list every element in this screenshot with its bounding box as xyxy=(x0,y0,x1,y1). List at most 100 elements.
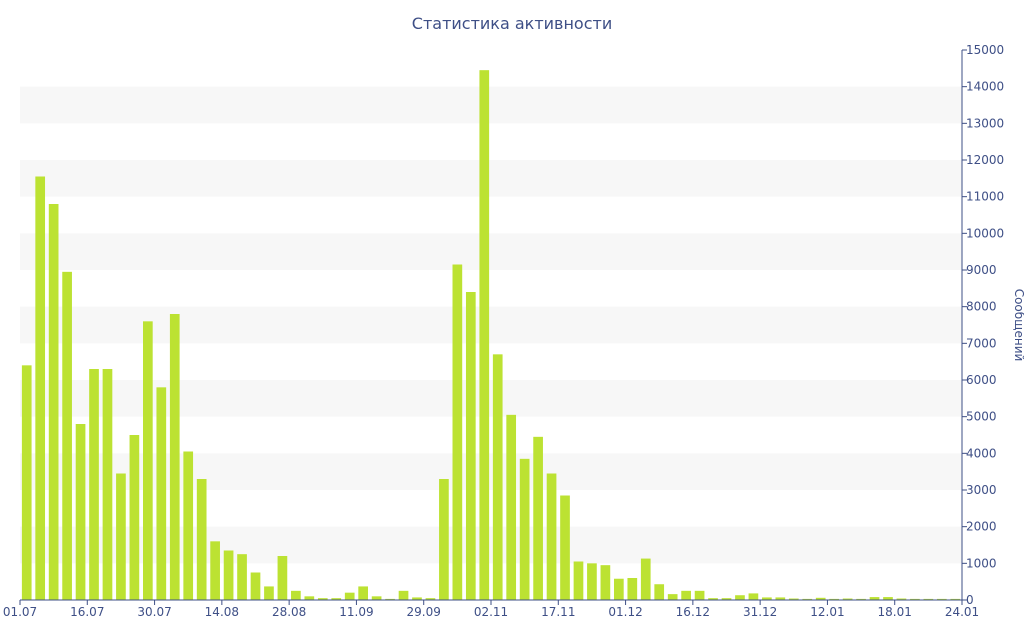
bar[interactable] xyxy=(681,590,691,600)
bar[interactable] xyxy=(506,414,517,600)
bar[interactable] xyxy=(802,598,813,600)
x-tick-label: 30.07 xyxy=(137,605,171,619)
bar[interactable] xyxy=(627,578,638,600)
bar[interactable] xyxy=(936,598,947,600)
bar[interactable] xyxy=(546,473,557,601)
bar[interactable] xyxy=(143,321,153,600)
y-tick-label: 14000 xyxy=(966,80,1004,94)
bar[interactable] xyxy=(169,314,180,600)
x-tick-label: 18.01 xyxy=(878,605,912,619)
x-tick-label: 11.09 xyxy=(339,605,373,619)
bar[interactable] xyxy=(344,592,355,600)
bar[interactable] xyxy=(708,598,718,600)
bar[interactable] xyxy=(600,565,611,600)
bar[interactable] xyxy=(237,554,247,600)
bar[interactable] xyxy=(560,495,570,601)
grid-band xyxy=(20,160,962,197)
bar[interactable] xyxy=(748,593,759,600)
y-tick-label: 2000 xyxy=(966,520,997,534)
y-tick-label: 4000 xyxy=(966,446,997,460)
y-tick-label: 9000 xyxy=(966,263,997,277)
bar-series xyxy=(21,70,961,601)
bar[interactable] xyxy=(815,597,826,600)
bar[interactable] xyxy=(667,594,678,600)
bar[interactable] xyxy=(923,598,934,600)
bar[interactable] xyxy=(277,556,288,600)
bar[interactable] xyxy=(304,596,315,600)
x-tick-label: 28.08 xyxy=(272,605,306,619)
grid-band xyxy=(20,233,962,270)
bar[interactable] xyxy=(129,435,140,600)
y-tick-label: 5000 xyxy=(966,410,997,424)
bar[interactable] xyxy=(223,550,234,601)
bar[interactable] xyxy=(533,436,543,600)
bar[interactable] xyxy=(896,598,907,600)
x-axis: 01.07 16.07 30.07 14.08 28.08 11.09 29.09 02.11… xyxy=(3,599,979,619)
y-tick-label: 1000 xyxy=(966,556,997,570)
bar[interactable] xyxy=(102,369,113,600)
x-tick-label: 16.07 xyxy=(70,605,104,619)
x-tick-label: 31.12 xyxy=(743,605,777,619)
y-tick-label: 0 xyxy=(966,593,974,607)
bar[interactable] xyxy=(614,578,624,600)
bar[interactable] xyxy=(654,584,665,600)
bar[interactable] xyxy=(829,598,839,600)
bar[interactable] xyxy=(775,597,786,600)
y-tick-label: 8000 xyxy=(966,300,997,314)
x-tick-label: 12.01 xyxy=(810,605,844,619)
bar[interactable] xyxy=(869,597,880,600)
bar[interactable] xyxy=(883,597,893,600)
bar[interactable] xyxy=(950,598,961,600)
bar[interactable] xyxy=(331,598,342,600)
bar[interactable] xyxy=(573,561,584,601)
y-tick-label: 3000 xyxy=(966,483,997,497)
bar[interactable] xyxy=(452,264,463,601)
x-tick-label: 24.01 xyxy=(945,605,979,619)
bar[interactable] xyxy=(735,595,745,600)
chart-title: Статистика активности xyxy=(411,14,613,33)
bar[interactable] xyxy=(465,292,476,600)
y-axis-label: Сообщений xyxy=(1012,289,1024,362)
bar[interactable] xyxy=(842,598,853,600)
bar[interactable] xyxy=(788,598,799,600)
bar[interactable] xyxy=(156,387,167,600)
bar[interactable] xyxy=(21,365,32,600)
bar[interactable] xyxy=(183,451,194,601)
bar[interactable] xyxy=(89,369,99,600)
bar[interactable] xyxy=(48,204,59,600)
y-tick-label: 12000 xyxy=(966,153,1004,167)
y-tick-label: 10000 xyxy=(966,226,1004,240)
bar[interactable] xyxy=(910,598,920,600)
bar[interactable] xyxy=(291,590,301,600)
bar[interactable] xyxy=(317,598,328,600)
bar[interactable] xyxy=(721,598,732,600)
bar[interactable] xyxy=(587,563,597,600)
bar[interactable] xyxy=(196,479,207,600)
bar[interactable] xyxy=(35,176,46,601)
grid-band xyxy=(20,86,962,124)
bar[interactable] xyxy=(210,541,220,600)
bar[interactable] xyxy=(439,479,449,600)
y-tick-label: 7000 xyxy=(966,336,997,350)
bar[interactable] xyxy=(412,597,422,600)
bar[interactable] xyxy=(62,271,72,600)
bar[interactable] xyxy=(519,458,530,600)
bar[interactable] xyxy=(762,597,772,600)
bar[interactable] xyxy=(694,590,705,600)
bar[interactable] xyxy=(492,354,503,600)
bar[interactable] xyxy=(398,590,409,600)
bar[interactable] xyxy=(250,572,261,601)
bar[interactable] xyxy=(358,586,368,600)
bar[interactable] xyxy=(479,70,490,601)
bar[interactable] xyxy=(856,598,866,600)
bar[interactable] xyxy=(371,596,382,600)
grid-band xyxy=(20,306,962,344)
bar[interactable] xyxy=(385,598,395,600)
bar[interactable] xyxy=(75,424,86,600)
bar[interactable] xyxy=(425,598,436,600)
bar[interactable] xyxy=(640,558,651,600)
bar[interactable] xyxy=(264,586,274,600)
x-tick-label: 17.11 xyxy=(541,605,575,619)
bar[interactable] xyxy=(116,473,126,601)
